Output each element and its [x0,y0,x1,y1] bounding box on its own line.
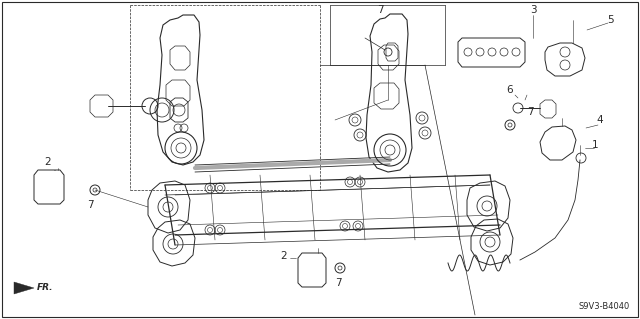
Text: 2: 2 [281,251,287,261]
Text: 7: 7 [377,5,383,15]
Text: FR.: FR. [37,284,54,293]
Text: 6: 6 [507,85,513,95]
Text: 1: 1 [592,140,598,150]
Text: 5: 5 [607,15,613,25]
Text: 7: 7 [527,107,533,117]
Polygon shape [14,282,34,294]
Text: 2: 2 [45,157,51,167]
Text: 7: 7 [86,200,93,210]
Text: 4: 4 [596,115,604,125]
Text: 3: 3 [530,5,536,15]
Text: 7: 7 [335,278,341,288]
Text: S9V3-B4040: S9V3-B4040 [579,302,630,311]
